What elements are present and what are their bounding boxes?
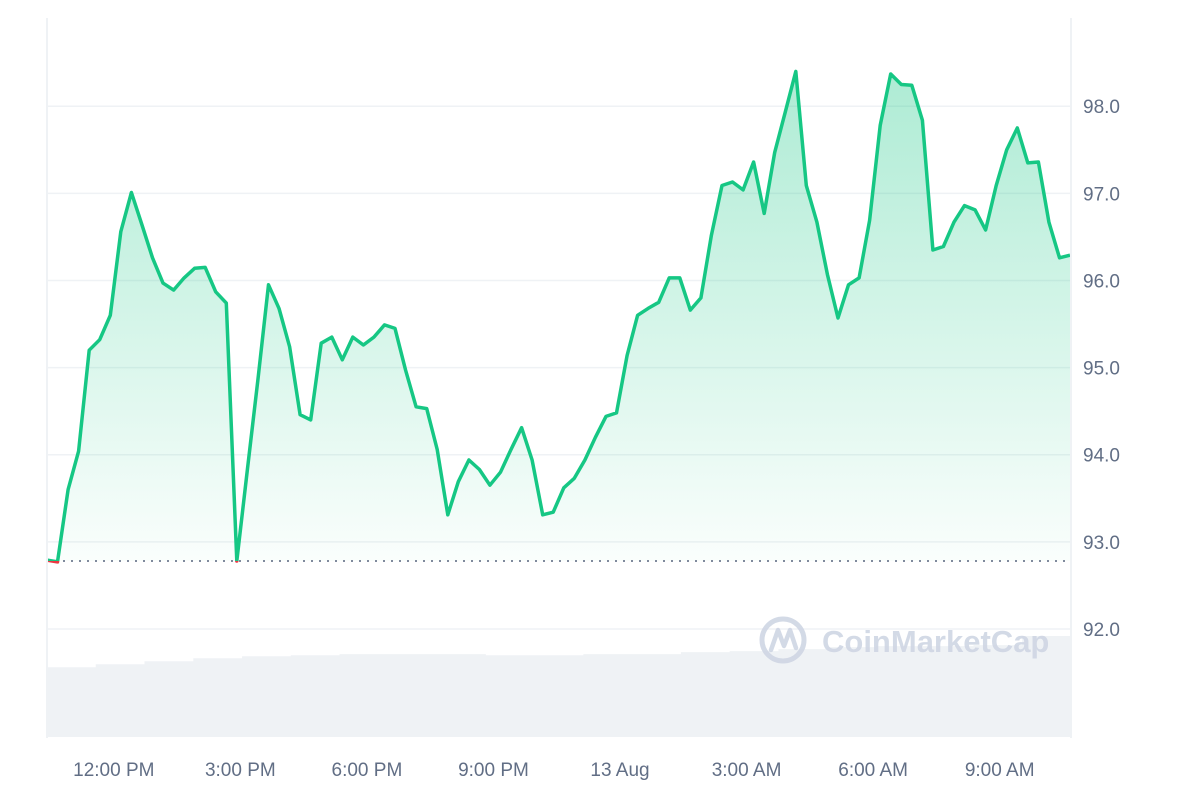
y-axis: 98.0 97.0 96.0 95.0 94.0 93.0 92.0: [1083, 97, 1120, 641]
x-tick-label: 9:00 AM: [965, 760, 1035, 781]
y-tick-label: 97.0: [1083, 184, 1120, 205]
watermark: CoinMarketCap: [759, 616, 1049, 664]
x-axis: 12:00 PM 3:00 PM 6:00 PM 9:00 PM 13 Aug 3:00 …: [73, 760, 1034, 781]
coinmarketcap-logo-icon: [759, 616, 807, 664]
x-tick-label: 6:00 PM: [332, 760, 403, 781]
x-tick-label: 3:00 PM: [205, 760, 276, 781]
y-tick-label: 98.0: [1083, 97, 1120, 118]
y-tick-label: 92.0: [1083, 620, 1120, 641]
price-line: [46, 69, 1071, 562]
price-area-fill: [47, 71, 1070, 562]
x-tick-label: 9:00 PM: [458, 760, 529, 781]
x-tick-label: 12:00 PM: [73, 760, 154, 781]
volume-area: [47, 636, 1071, 737]
x-tick-label: 13 Aug: [590, 760, 649, 781]
y-tick-label: 96.0: [1083, 271, 1120, 292]
y-tick-label: 94.0: [1083, 446, 1120, 467]
y-tick-label: 93.0: [1083, 533, 1120, 554]
y-tick-label: 95.0: [1083, 359, 1120, 380]
x-tick-label: 6:00 AM: [838, 760, 908, 781]
watermark-text: CoinMarketCap: [822, 624, 1049, 659]
x-tick-label: 3:00 AM: [712, 760, 782, 781]
